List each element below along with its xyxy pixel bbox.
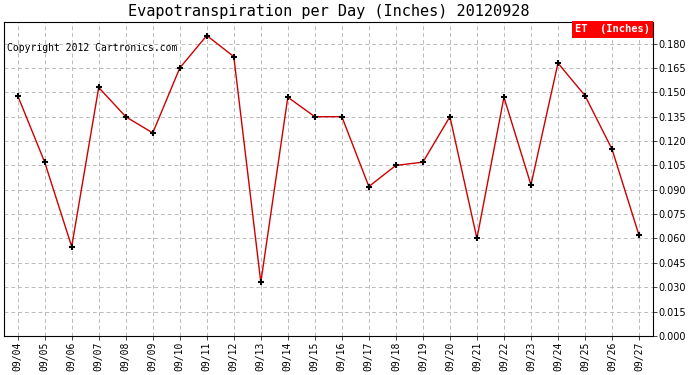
- Title: Evapotranspiration per Day (Inches) 20120928: Evapotranspiration per Day (Inches) 2012…: [128, 4, 529, 19]
- Text: ET  (Inches): ET (Inches): [575, 24, 650, 34]
- Text: Copyright 2012 Cartronics.com: Copyright 2012 Cartronics.com: [7, 43, 177, 53]
